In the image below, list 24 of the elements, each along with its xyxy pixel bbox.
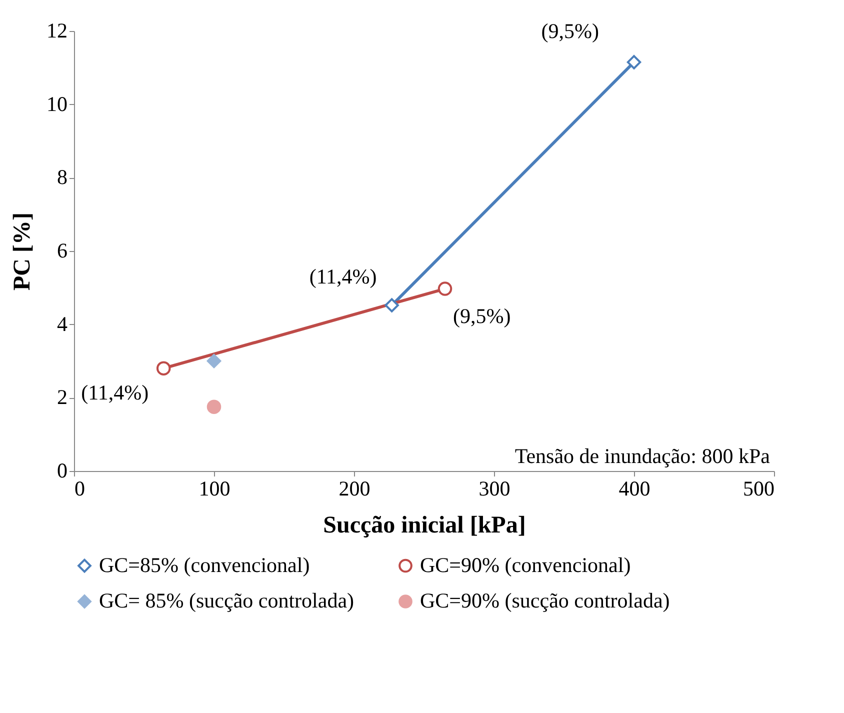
y-axis-title: PC [%] [10, 212, 36, 290]
legend-label: GC= 85% (sucção controlada) [99, 588, 354, 612]
y-tick-label: 0 [57, 458, 68, 482]
x-tick-label: 300 [478, 476, 510, 500]
annotation: (11,4%) [309, 264, 377, 288]
x-tick-label: 500 [743, 476, 774, 500]
legend-label: GC=90% (sucção controlada) [420, 588, 670, 612]
x-tick-label: 100 [198, 476, 230, 500]
y-tick-label: 8 [57, 165, 68, 190]
y-tick-label: 4 [57, 312, 68, 336]
annotation: Tensão de inundação: 800 kPa [514, 444, 771, 468]
y-tick-label: 6 [57, 238, 68, 262]
y-tick-label: 2 [57, 385, 68, 410]
y-tick-label: 10 [46, 92, 68, 116]
y-tick-label: 12 [46, 18, 68, 42]
annotation: (9,5%) [541, 19, 599, 44]
x-tick-label: 400 [618, 476, 650, 500]
x-axis-title: Sucção inicial [kPa] [323, 512, 526, 538]
legend-label: GC=85% (convencional) [99, 552, 310, 577]
annotation: (9,5%) [453, 304, 511, 328]
legend-label: GC=90% (convencional) [420, 552, 631, 577]
annotation: (11,4%) [81, 380, 149, 404]
x-tick-label: 0 [74, 476, 85, 500]
x-tick-label: 200 [338, 476, 370, 500]
